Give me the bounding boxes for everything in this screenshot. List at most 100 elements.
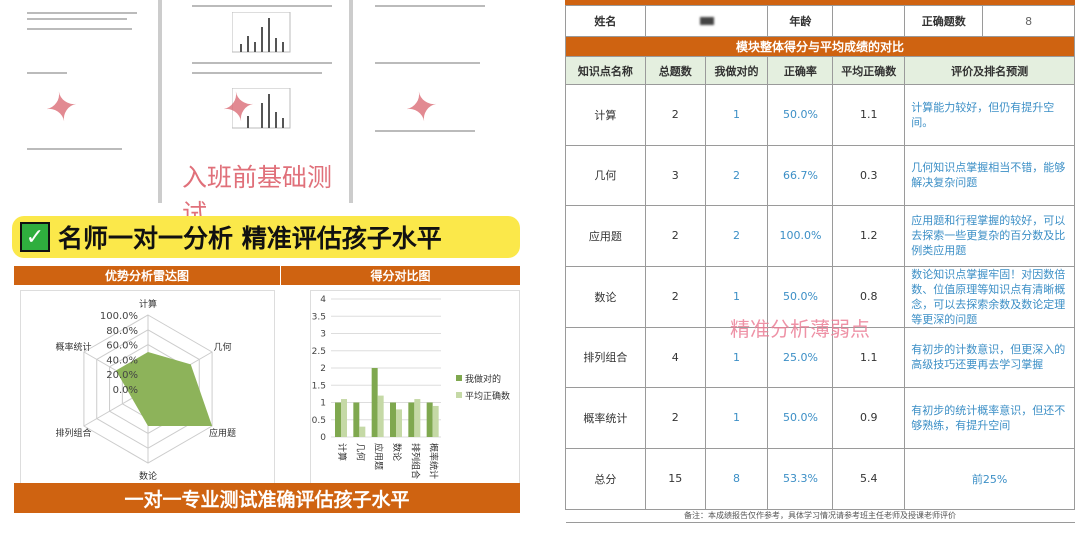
- my-correct: 8: [704, 447, 769, 510]
- table-note: 备注：本成绩报告仅作参考，具体学习情况请参考班主任老师及授课老师评价: [565, 508, 1075, 523]
- knowledge-point: 数论: [565, 265, 646, 328]
- table-row: 几何 3 2 66.7% 0.3 几何知识点掌握相当不错，能够解决复杂问题: [565, 144, 1075, 206]
- evaluation: 数论知识点掌握牢固！对因数倍数、位值原理等知识点有清晰概念，可以去探索余数及数论…: [904, 265, 1075, 328]
- section-title: 模块整体得分与平均成绩的对比: [565, 36, 1075, 57]
- doc-chart-icon: [232, 88, 291, 129]
- radar-category-label: 数论: [139, 470, 157, 482]
- knowledge-point: 总分: [565, 447, 646, 510]
- radar-tick-label: 20.0%: [106, 370, 138, 381]
- stamp-logo: ✦: [401, 82, 443, 134]
- my-correct: 2: [704, 144, 769, 206]
- banner-text: 名师一对一分析 精准评估孩子水平: [58, 224, 442, 253]
- x-tick-label: 数论: [391, 443, 403, 461]
- bar-average: [341, 399, 347, 437]
- evaluation: 有初步的统计概率意识，但还不够熟练，有提升空间: [904, 387, 1075, 449]
- bar-correct: [426, 402, 433, 437]
- total-questions: 2: [644, 205, 706, 267]
- radar-tick-label: 0.0%: [113, 385, 138, 396]
- bar-correct: [335, 402, 341, 437]
- table-row: 总分 15 8 53.3% 5.4 前25%: [565, 447, 1075, 510]
- y-tick-label: 4: [320, 295, 326, 305]
- col-header: 评价及排名预测: [904, 56, 1075, 85]
- doc-chart-icon: [232, 12, 291, 53]
- knowledge-point: 排列组合: [565, 326, 646, 388]
- y-tick-label: 0.5: [312, 416, 326, 426]
- evaluation: 应用题和行程掌握的较好，可以去探索一些更复杂的百分数及比例类应用题: [904, 205, 1075, 267]
- radar-tick-label: 100.0%: [100, 311, 138, 322]
- doc-page-left: ✦: [25, 0, 155, 165]
- bar-average: [396, 409, 402, 437]
- radar-title: 优势分析雷达图: [14, 266, 280, 285]
- col-header: 总题数: [644, 56, 706, 85]
- legend-label: 平均正确数: [465, 390, 510, 402]
- evaluation: 计算能力较好，但仍有提升空间。: [904, 84, 1075, 146]
- evaluation: 前25%: [904, 447, 1075, 510]
- bar-average: [377, 395, 384, 437]
- knowledge-point: 计算: [565, 84, 646, 146]
- total-questions: 3: [644, 144, 706, 206]
- legend-swatch: [456, 375, 462, 381]
- age-label: 年龄: [767, 5, 834, 37]
- table-row: 排列组合 4 1 25.0% 1.1 有初步的计数意识，但更深入的高级技巧还要再去学习掌握: [565, 326, 1075, 388]
- table-top-strip: [565, 0, 1075, 5]
- table-row: 计算 2 1 50.0% 1.1 计算能力较好，但仍有提升空间。: [565, 84, 1075, 146]
- bar-correct: [353, 402, 360, 437]
- x-tick-label: 概率统计: [428, 443, 440, 479]
- total-questions: 15: [644, 447, 706, 510]
- y-tick-label: 2.5: [312, 347, 326, 357]
- table-row: 应用题 2 2 100.0% 1.2 应用题和行程掌握的较好，可以去探索一些更复杂的百分数…: [565, 205, 1075, 267]
- y-tick-label: 2: [320, 364, 326, 374]
- name-label: 姓名: [565, 5, 646, 37]
- bar-correct: [390, 402, 396, 437]
- bar-chart: 0 0.5 1 1.5 2 2.5 3 3.5 4 计算 几何 应用题 数论 排列组合 概率统计 我做对的平均…: [310, 290, 520, 485]
- total-questions: 2: [644, 84, 706, 146]
- y-tick-label: 3.5: [312, 312, 326, 322]
- col-header: 平均正确数: [832, 56, 906, 85]
- student-info-row: 姓名 年龄 正确题数 8: [565, 5, 1075, 37]
- radar-category-label: 应用题: [209, 427, 236, 439]
- accuracy: 50.0%: [767, 84, 834, 146]
- y-tick-label: 0: [320, 433, 326, 443]
- my-correct: 1: [704, 84, 769, 146]
- total-questions: 4: [644, 326, 706, 388]
- evaluation: 几何知识点掌握相当不错，能够解决复杂问题: [904, 144, 1075, 206]
- y-tick-label: 1: [320, 399, 326, 409]
- legend-label: 我做对的: [465, 373, 501, 385]
- accuracy: 25.0%: [767, 326, 834, 388]
- knowledge-point: 应用题: [565, 205, 646, 267]
- my-correct: 2: [704, 205, 769, 267]
- bottom-banner: 一对一专业测试准确评估孩子水平: [14, 483, 520, 513]
- table-row: 概率统计 2 1 50.0% 0.9 有初步的统计概率意识，但还不够熟练，有提升空间: [565, 387, 1075, 449]
- accuracy: 53.3%: [767, 447, 834, 510]
- average-correct: 5.4: [832, 447, 906, 510]
- x-tick-label: 计算: [336, 443, 348, 461]
- test-caption: 入班前基础测试: [182, 163, 333, 228]
- checkmark-icon: ✓: [20, 222, 50, 252]
- score-report-table: 姓名 年龄 正确题数 8 模块整体得分与平均成绩的对比 知识点名称 总题数 我做对的正…: [565, 5, 1075, 523]
- legend-swatch: [456, 392, 462, 398]
- radar-category-label: 几何: [213, 341, 231, 353]
- col-header: 知识点名称: [565, 56, 646, 85]
- my-correct: 1: [704, 387, 769, 449]
- x-tick-label: 排列组合: [409, 443, 421, 479]
- accuracy: 100.0%: [767, 205, 834, 267]
- average-correct: 0.9: [832, 387, 906, 449]
- radar-category-label: 排列组合: [56, 427, 92, 439]
- average-correct: 0.3: [832, 144, 906, 206]
- radar-tick-label: 40.0%: [106, 355, 138, 366]
- radar-tick-label: 80.0%: [106, 326, 138, 337]
- average-correct: 0.8: [832, 265, 906, 328]
- col-header: 正确率: [767, 56, 834, 85]
- average-correct: 1.1: [832, 84, 906, 146]
- y-tick-label: 1.5: [312, 381, 326, 391]
- accuracy: 50.0%: [767, 387, 834, 449]
- correct-count-label: 正确题数: [905, 6, 984, 36]
- radar-category-label: 计算: [139, 298, 157, 310]
- my-correct: 1: [704, 326, 769, 388]
- bar-title: 得分对比图: [281, 266, 520, 285]
- radar-category-label: 概率统计: [56, 341, 92, 353]
- evaluation: 有初步的计数意识，但更深入的高级技巧还要再去学习掌握: [904, 326, 1075, 388]
- bar-correct: [371, 368, 378, 437]
- bar-correct: [408, 402, 415, 437]
- my-correct: 1: [704, 265, 769, 328]
